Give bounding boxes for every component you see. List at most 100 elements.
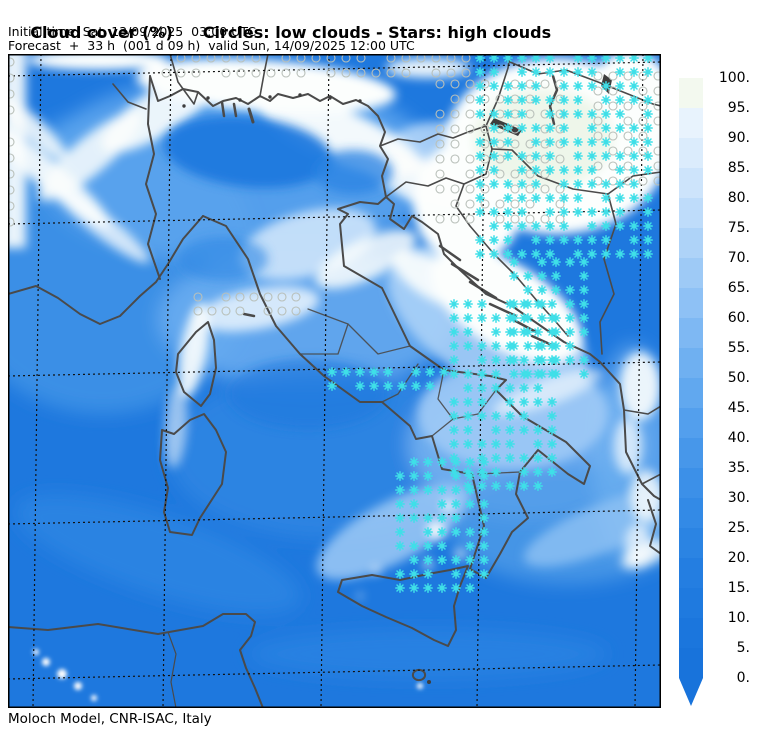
low-cloud-circle-marker [608,161,618,171]
high-cloud-star-marker [505,397,515,407]
high-cloud-star-marker [519,467,529,477]
colorbar-segment [679,648,703,678]
high-cloud-star-marker [643,207,653,217]
high-cloud-star-marker [533,327,543,337]
forecast-valid-line: Forecast + 33 h (001 d 09 h) valid Sun, … [8,38,415,53]
high-cloud-star-marker [545,193,555,203]
high-cloud-star-marker [477,411,487,421]
low-cloud-circle-marker [510,169,520,179]
high-cloud-star-marker [545,249,555,259]
low-cloud-circle-marker [540,184,550,194]
high-cloud-star-marker [615,81,625,91]
high-cloud-star-marker [475,207,485,217]
low-cloud-circle-marker [435,169,445,179]
title-field: Cloud cover (%) [30,23,173,42]
high-cloud-star-marker [509,271,519,281]
high-cloud-star-marker [503,54,513,63]
low-cloud-circle-marker [206,54,216,63]
high-cloud-star-marker [503,207,513,217]
low-cloud-circle-marker [341,54,351,63]
high-cloud-star-marker [449,411,459,421]
high-cloud-star-marker [517,109,527,119]
low-cloud-circle-marker [435,154,445,164]
low-cloud-circle-marker [281,54,291,63]
high-cloud-star-marker [423,583,433,593]
high-cloud-star-marker [517,81,527,91]
high-cloud-star-marker [517,95,527,105]
low-cloud-circle-marker [435,139,445,149]
high-cloud-star-marker [601,54,611,63]
low-cloud-circle-marker [176,54,186,63]
high-cloud-star-marker [475,249,485,259]
high-cloud-star-marker [615,109,625,119]
low-cloud-circle-marker [461,68,471,78]
low-cloud-circle-marker [653,116,661,126]
high-cloud-star-marker [547,299,557,309]
high-cloud-star-marker [573,207,583,217]
low-cloud-circle-marker [8,153,15,163]
high-cloud-star-marker [489,54,499,63]
high-cloud-star-marker [601,151,611,161]
low-cloud-circle-marker [480,124,490,134]
low-cloud-circle-marker [326,54,336,63]
high-cloud-star-marker [423,541,433,551]
high-cloud-star-marker [463,383,473,393]
low-cloud-circle-marker [450,109,460,119]
low-cloud-circle-marker [608,131,618,141]
high-cloud-star-marker [395,513,405,523]
colorbar-tick-label: 20. [727,550,750,566]
colorbar-segment [679,288,703,318]
high-cloud-star-marker [601,81,611,91]
colorbar-tick-label: 10. [727,610,750,626]
low-cloud-circle-marker [465,124,475,134]
low-cloud-circle-marker [281,68,291,78]
high-cloud-star-marker [547,467,557,477]
low-cloud-circle-marker [221,68,231,78]
low-cloud-circle-marker [608,71,618,81]
high-cloud-star-marker [517,221,527,231]
colorbar-tick-label: 80. [727,190,750,206]
low-cloud-circle-marker [235,306,245,316]
high-cloud-star-marker [475,235,485,245]
clear-holes-layer [163,116,393,429]
high-cloud-star-marker [519,383,529,393]
high-cloud-star-marker [489,165,499,175]
high-cloud-star-marker [437,541,447,551]
high-cloud-star-marker [449,467,459,477]
high-cloud-star-marker [573,67,583,77]
high-cloud-star-marker [491,425,501,435]
high-cloud-star-marker [503,123,513,133]
high-cloud-star-marker [463,341,473,351]
high-cloud-star-marker [475,193,485,203]
high-cloud-star-marker [451,583,461,593]
high-cloud-star-marker [491,313,501,323]
high-cloud-star-marker [629,137,639,147]
high-cloud-star-marker [463,397,473,407]
colorbar-tick-label: 90. [727,130,750,146]
high-cloud-star-marker [465,471,475,481]
high-cloud-star-marker [477,355,487,365]
high-cloud-star-marker [531,193,541,203]
colorbar-segment [679,438,703,468]
high-cloud-star-marker [537,285,547,295]
high-cloud-star-marker [519,369,529,379]
high-cloud-star-marker [547,369,557,379]
low-cloud-circle-marker [638,86,648,96]
high-cloud-star-marker [531,235,541,245]
high-cloud-star-marker [489,235,499,245]
low-cloud-circle-marker [555,184,565,194]
high-cloud-star-marker [545,54,555,63]
low-cloud-circle-marker [510,94,520,104]
high-cloud-star-marker [601,249,611,259]
colorbar-segment [679,78,703,108]
colorbar-segment [679,138,703,168]
high-cloud-star-marker [533,481,543,491]
low-cloud-circle-marker [450,79,460,89]
high-cloud-star-marker [629,221,639,231]
high-cloud-star-marker [547,341,557,351]
low-cloud-circle-marker [311,54,321,63]
high-cloud-star-marker [491,453,501,463]
colorbar-segment [679,348,703,378]
high-cloud-star-marker [587,54,597,63]
